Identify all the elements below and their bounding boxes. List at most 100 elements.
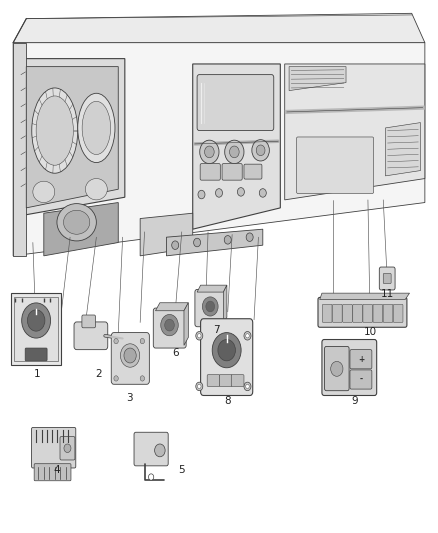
Circle shape [200, 140, 219, 164]
FancyBboxPatch shape [350, 370, 372, 389]
Circle shape [124, 348, 136, 363]
Circle shape [252, 140, 269, 161]
Circle shape [215, 189, 223, 197]
Text: 4: 4 [53, 465, 60, 475]
Circle shape [172, 241, 179, 249]
Polygon shape [193, 64, 280, 229]
Circle shape [246, 384, 249, 389]
Text: 11: 11 [381, 289, 394, 299]
Ellipse shape [64, 211, 90, 235]
Circle shape [140, 338, 145, 344]
Circle shape [114, 338, 118, 344]
Polygon shape [285, 64, 425, 200]
FancyBboxPatch shape [153, 308, 186, 348]
Circle shape [64, 444, 71, 453]
Ellipse shape [85, 179, 107, 200]
Ellipse shape [32, 88, 78, 173]
Circle shape [120, 344, 140, 367]
FancyBboxPatch shape [60, 437, 75, 460]
FancyBboxPatch shape [11, 293, 61, 365]
FancyBboxPatch shape [322, 340, 377, 395]
Polygon shape [20, 59, 125, 216]
FancyBboxPatch shape [134, 432, 168, 466]
FancyBboxPatch shape [25, 348, 47, 361]
FancyBboxPatch shape [350, 350, 372, 369]
Text: 10: 10 [364, 327, 377, 336]
Circle shape [140, 376, 145, 381]
Circle shape [256, 145, 265, 156]
Circle shape [161, 314, 178, 336]
FancyBboxPatch shape [197, 75, 274, 131]
Circle shape [244, 332, 251, 340]
Text: 8: 8 [224, 396, 231, 406]
Circle shape [244, 382, 251, 391]
FancyBboxPatch shape [363, 304, 373, 322]
FancyBboxPatch shape [200, 164, 220, 180]
FancyBboxPatch shape [318, 297, 407, 327]
Polygon shape [320, 293, 410, 300]
Circle shape [194, 238, 201, 247]
Circle shape [205, 146, 214, 158]
Text: 1: 1 [34, 369, 41, 379]
FancyBboxPatch shape [82, 315, 95, 328]
FancyBboxPatch shape [393, 304, 403, 322]
Circle shape [198, 384, 201, 389]
Ellipse shape [33, 181, 55, 203]
FancyBboxPatch shape [207, 375, 220, 386]
Circle shape [218, 340, 236, 361]
Circle shape [198, 334, 201, 338]
Circle shape [165, 319, 174, 331]
Polygon shape [223, 285, 227, 324]
FancyBboxPatch shape [297, 137, 374, 193]
Text: -: - [359, 375, 363, 384]
Circle shape [259, 189, 266, 197]
Circle shape [224, 236, 231, 244]
Polygon shape [197, 285, 227, 292]
Circle shape [246, 334, 249, 338]
Text: 5: 5 [178, 465, 185, 475]
Ellipse shape [36, 96, 74, 165]
Circle shape [331, 361, 343, 376]
Polygon shape [140, 213, 193, 256]
Ellipse shape [78, 93, 115, 163]
Circle shape [237, 188, 244, 196]
FancyBboxPatch shape [201, 319, 253, 395]
Polygon shape [13, 13, 425, 43]
FancyBboxPatch shape [231, 375, 244, 386]
FancyBboxPatch shape [343, 304, 352, 322]
Circle shape [212, 333, 241, 368]
Circle shape [196, 332, 203, 340]
FancyBboxPatch shape [111, 333, 149, 384]
FancyBboxPatch shape [325, 346, 349, 391]
Circle shape [148, 474, 154, 480]
FancyBboxPatch shape [222, 164, 242, 180]
Text: +: + [358, 355, 364, 364]
FancyBboxPatch shape [353, 304, 362, 322]
FancyBboxPatch shape [322, 304, 332, 322]
FancyBboxPatch shape [195, 289, 226, 327]
FancyBboxPatch shape [34, 464, 71, 481]
Circle shape [114, 376, 118, 381]
FancyBboxPatch shape [244, 164, 262, 179]
FancyBboxPatch shape [373, 304, 383, 322]
Polygon shape [44, 203, 118, 256]
Circle shape [246, 233, 253, 241]
FancyBboxPatch shape [383, 304, 393, 322]
Circle shape [155, 444, 165, 457]
FancyBboxPatch shape [219, 375, 232, 386]
Ellipse shape [82, 101, 110, 155]
FancyBboxPatch shape [379, 267, 395, 290]
Text: 7: 7 [213, 326, 220, 335]
Circle shape [27, 310, 45, 331]
FancyBboxPatch shape [74, 322, 108, 350]
Polygon shape [289, 67, 346, 91]
Circle shape [225, 140, 244, 164]
Polygon shape [13, 43, 425, 256]
Circle shape [202, 297, 218, 316]
Circle shape [198, 190, 205, 199]
Polygon shape [13, 43, 26, 256]
FancyBboxPatch shape [14, 297, 58, 361]
Text: 9: 9 [351, 396, 358, 406]
Text: 2: 2 [95, 369, 102, 379]
Circle shape [206, 301, 215, 312]
